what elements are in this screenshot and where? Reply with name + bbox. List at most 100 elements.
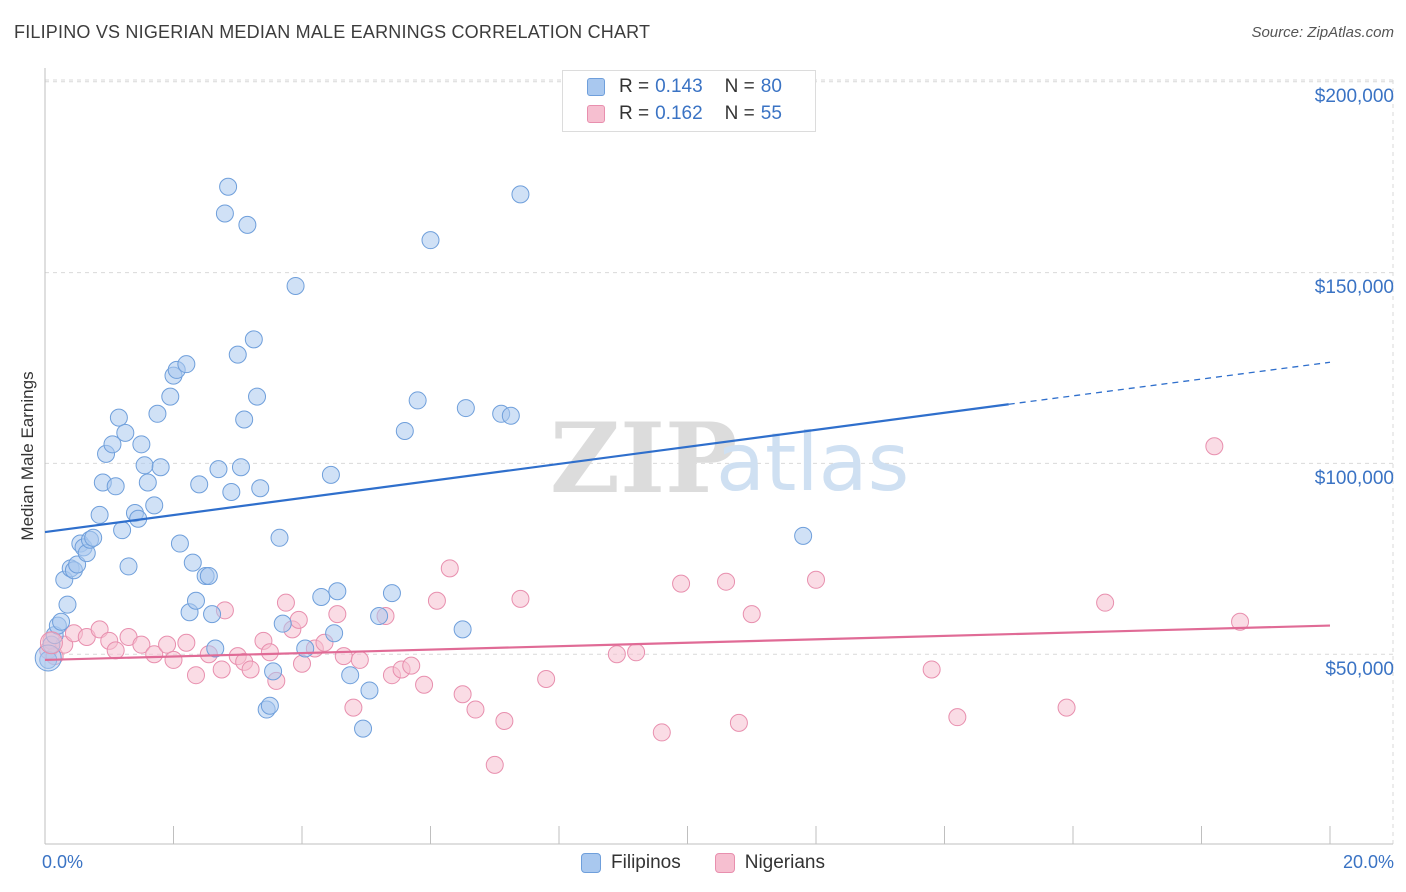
legend-item-filipinos[interactable]: Filipinos <box>581 852 681 874</box>
nigerians-point-45 <box>495 711 514 730</box>
filipinos-point-27 <box>135 456 154 475</box>
filipinos-point-44 <box>206 639 225 658</box>
filipinos-point-32 <box>161 387 180 406</box>
filipinos-point-31 <box>151 458 170 477</box>
nigerians-point-28 <box>293 654 311 673</box>
nigerians-point-56 <box>922 660 941 679</box>
filipinos-point-76 <box>456 399 475 418</box>
filipinos-r-label: R = <box>619 76 650 97</box>
nigerians-point-33 <box>344 698 363 717</box>
nigerians-legend-label: Nigerians <box>744 852 825 873</box>
nigerians-point-39 <box>415 675 434 694</box>
nigerians-point-54 <box>742 605 761 624</box>
nigerians-swatch <box>587 105 605 123</box>
filipinos-point-21 <box>113 521 132 540</box>
source-credit: Source: ZipAtlas.com <box>1251 24 1394 41</box>
nigerians-point-40 <box>427 591 446 610</box>
nigerians-point-46 <box>511 589 530 608</box>
filipinos-point-30 <box>148 404 167 423</box>
nigerians-point-53 <box>729 713 748 732</box>
filipinos-point-80 <box>794 526 813 545</box>
filipinos-point-50 <box>231 458 250 477</box>
series-legend: Filipinos Nigerians <box>0 852 1406 874</box>
filipinos-point-46 <box>215 204 234 223</box>
nigerians-point-8 <box>106 641 125 660</box>
nigerians-point-58 <box>1057 698 1076 717</box>
filipinos-point-42 <box>199 566 218 585</box>
nigerians-point-49 <box>627 643 646 662</box>
filipinos-trend-extension <box>1008 361 1331 405</box>
filipinos-point-65 <box>325 624 344 643</box>
filipinos-point-47 <box>219 177 238 196</box>
nigerians-point-14 <box>177 633 196 652</box>
nigerians-point-23 <box>260 643 279 662</box>
filipinos-point-71 <box>382 584 401 603</box>
filipinos-point-38 <box>183 553 202 572</box>
filipinos-point-73 <box>408 391 427 410</box>
filipinos-swatch <box>587 78 605 96</box>
filipinos-point-66 <box>328 582 347 601</box>
legend-row-filipinos: R = 0.143 N = 80 <box>587 75 782 99</box>
nigerians-point-60 <box>1205 437 1224 456</box>
filipinos-point-23 <box>119 557 138 576</box>
nigerians-point-47 <box>537 670 556 689</box>
nigerians-point-13 <box>164 650 183 669</box>
nigerians-point-12 <box>158 635 177 654</box>
nigerians-point-27 <box>289 610 308 629</box>
y-tick-label-150000: $150,000 <box>1314 277 1394 298</box>
x-tick-label-max: 20.0% <box>1342 852 1394 872</box>
nigerians-point-41 <box>440 559 459 578</box>
nigerians-point-43 <box>466 700 485 719</box>
nigerians-point-10 <box>132 635 151 654</box>
y-tick-label-50000: $50,000 <box>1325 659 1394 680</box>
nigerians-point-48 <box>607 645 626 664</box>
correlation-legend: R = 0.143 N = 80 R = 0.162 N = 55 <box>562 70 816 132</box>
filipinos-n-label: N = <box>724 76 755 97</box>
y-tick-label-200000: $200,000 <box>1314 86 1394 107</box>
filipinos-point-67 <box>341 666 360 685</box>
filipinos-point-28 <box>138 473 157 492</box>
filipinos-n-value: 80 <box>760 76 782 97</box>
nigerians-point-32 <box>334 647 353 666</box>
filipinos-point-36 <box>177 355 196 374</box>
filipinos-point-60 <box>273 614 292 633</box>
nigerians-point-17 <box>212 660 231 679</box>
filipinos-point-63 <box>312 587 331 606</box>
filipinos-point-45 <box>209 460 228 479</box>
legend-item-nigerians[interactable]: Nigerians <box>714 852 825 874</box>
filipinos-point-49 <box>228 345 247 364</box>
filipinos-point-58 <box>264 662 283 681</box>
filipinos-point-35 <box>170 534 189 553</box>
nigerians-cluster-point <box>39 631 63 655</box>
nigerians-point-11 <box>145 645 164 664</box>
filipinos-legend-swatch <box>581 853 602 873</box>
filipinos-point-68 <box>354 719 373 738</box>
filipinos-point-39 <box>186 591 205 610</box>
filipinos-point-51 <box>235 410 254 429</box>
y-tick-label-100000: $100,000 <box>1314 468 1394 489</box>
filipinos-point-62 <box>296 639 315 658</box>
nigerians-point-34 <box>350 650 369 669</box>
watermark-atlas: atlas <box>716 416 909 509</box>
filipinos-point-72 <box>395 421 414 440</box>
nigerians-point-44 <box>485 755 504 774</box>
nigerians-point-15 <box>186 666 205 685</box>
nigerians-point-31 <box>328 605 347 624</box>
filipinos-point-70 <box>370 607 389 626</box>
filipinos-point-53 <box>244 330 263 349</box>
nigerians-n-value: 55 <box>760 103 782 124</box>
nigerians-trend-line <box>44 624 1331 662</box>
filipinos-point-79 <box>511 185 530 204</box>
filipinos-point-64 <box>321 465 340 484</box>
nigerians-point-57 <box>948 708 967 727</box>
nigerians-point-38 <box>402 656 421 675</box>
filipinos-point-74 <box>421 231 440 250</box>
nigerians-legend-swatch <box>714 853 735 873</box>
nigerians-n-label: N = <box>724 103 755 124</box>
filipinos-point-29 <box>145 496 164 515</box>
filipinos-point-15 <box>90 505 109 524</box>
filipinos-point-40 <box>190 475 209 494</box>
filipinos-point-61 <box>286 276 305 295</box>
nigerians-r-value: 0.162 <box>655 103 703 124</box>
